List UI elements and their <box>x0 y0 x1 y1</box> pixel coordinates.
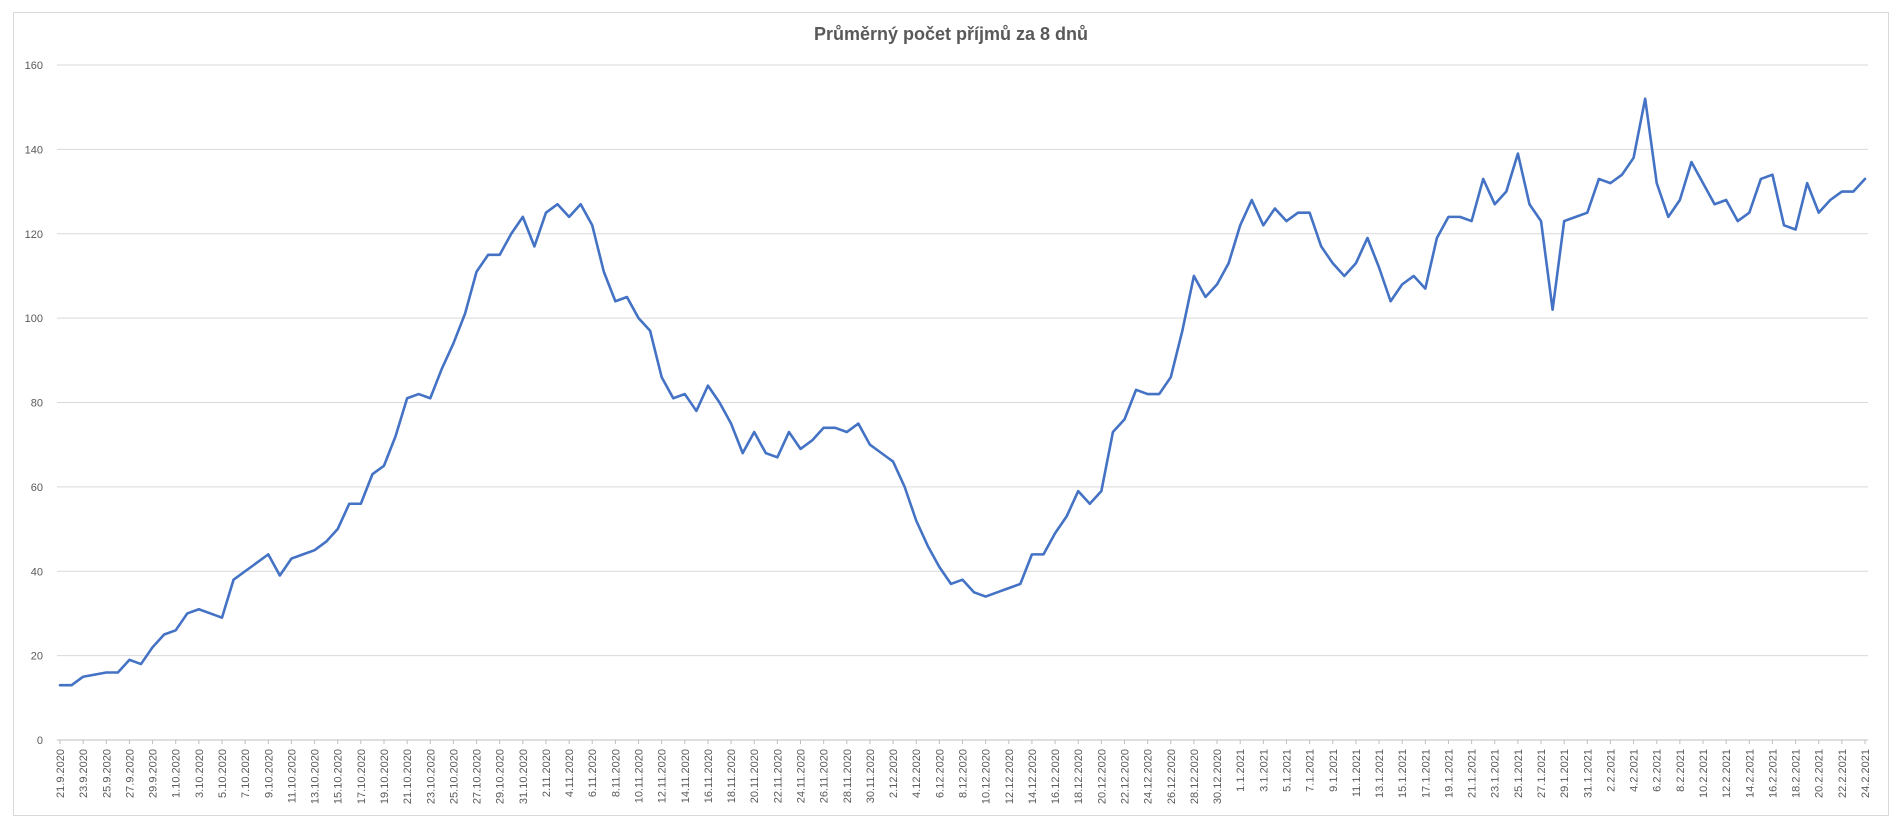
x-tick-label: 2.12.2020 <box>888 749 900 798</box>
x-tick-label: 19.1.2021 <box>1443 749 1455 798</box>
x-tick-label: 3.10.2020 <box>194 749 206 798</box>
x-tick-label: 25.9.2020 <box>101 749 113 798</box>
x-tick-label: 23.10.2020 <box>425 749 437 804</box>
x-tick-label: 26.11.2020 <box>819 749 831 803</box>
y-tick-label: 40 <box>31 566 43 578</box>
x-tick-label: 30.12.2020 <box>1212 749 1224 804</box>
x-tick-label: 6.2.2021 <box>1652 749 1664 792</box>
y-tick-label: 0 <box>37 735 43 747</box>
x-tick-label: 23.9.2020 <box>78 749 90 798</box>
x-tick-label: 11.1.2021 <box>1351 749 1363 797</box>
x-tick-label: 4.11.2020 <box>564 749 576 797</box>
x-tick-label: 28.11.2020 <box>842 749 854 803</box>
x-tick-label: 24.11.2020 <box>796 749 808 803</box>
x-tick-label: 5.10.2020 <box>217 749 229 798</box>
x-tick-label: 17.10.2020 <box>356 749 368 804</box>
x-tick-label: 13.1.2021 <box>1374 749 1386 798</box>
x-tick-label: 29.1.2021 <box>1559 749 1571 798</box>
x-tick-label: 8.11.2020 <box>610 749 622 797</box>
x-tick-label: 11.10.2020 <box>286 749 298 803</box>
chart-title: Průměrný počet příjmů za 8 dnů <box>813 24 1089 44</box>
x-tick-label: 9.10.2020 <box>263 749 275 798</box>
y-tick-label: 100 <box>25 313 43 325</box>
x-tick-label: 2.11.2020 <box>541 749 553 797</box>
x-tick-label: 20.2.2021 <box>1814 749 1826 798</box>
series-line <box>58 97 1867 687</box>
x-tick-label: 21.10.2020 <box>402 749 414 804</box>
x-tick-label: 3.1.2021 <box>1258 749 1270 792</box>
x-tick-label: 9.1.2021 <box>1328 749 1340 792</box>
chart-frame <box>13 12 1889 816</box>
x-tick-label: 18.2.2021 <box>1791 749 1803 798</box>
x-tick-label: 5.1.2021 <box>1281 749 1293 792</box>
x-tick-label: 22.2.2021 <box>1837 749 1849 798</box>
x-tick-label: 4.12.2020 <box>911 749 923 798</box>
x-tick-label: 10.2.2021 <box>1698 749 1710 798</box>
x-tick-label: 22.11.2020 <box>772 749 784 803</box>
x-tick-label: 29.9.2020 <box>148 749 160 798</box>
y-tick-label: 120 <box>25 229 43 241</box>
x-tick-label: 26.12.2020 <box>1166 749 1178 804</box>
x-tick-label: 27.9.2020 <box>124 749 136 798</box>
x-tick-label: 16.2.2021 <box>1767 749 1779 798</box>
x-tick-label: 16.11.2020 <box>703 749 715 803</box>
x-tick-label: 29.10.2020 <box>495 749 507 804</box>
x-tick-label: 20.11.2020 <box>749 749 761 803</box>
x-tick-label: 1.10.2020 <box>171 749 183 798</box>
x-tick-label: 7.10.2020 <box>240 749 252 798</box>
x-tick-label: 25.1.2021 <box>1513 749 1525 798</box>
y-tick-label: 140 <box>25 144 43 156</box>
x-tick-label: 16.12.2020 <box>1050 749 1062 804</box>
x-tick-label: 1.1.2021 <box>1235 749 1247 792</box>
x-tick-label: 17.1.2021 <box>1420 749 1432 798</box>
x-tick-label: 27.10.2020 <box>472 749 484 804</box>
x-tick-label: 8.2.2021 <box>1675 749 1687 792</box>
x-tick-label: 14.2.2021 <box>1744 749 1756 798</box>
x-tick-label: 27.1.2021 <box>1536 749 1548 798</box>
x-tick-label: 21.1.2021 <box>1467 749 1479 798</box>
x-tick-label: 24.2.2021 <box>1860 749 1872 798</box>
x-tick-label: 14.11.2020 <box>680 749 692 803</box>
x-tick-label: 18.11.2020 <box>726 749 738 803</box>
x-tick-label: 14.12.2020 <box>1027 749 1039 804</box>
x-tick-label: 10.11.2020 <box>634 749 646 803</box>
x-tick-label: 25.10.2020 <box>448 749 460 804</box>
y-tick-label: 60 <box>31 482 43 494</box>
x-tick-label: 2.2.2021 <box>1605 749 1617 792</box>
x-tick-label: 31.1.2021 <box>1582 749 1594 798</box>
x-tick-label: 21.9.2020 <box>55 749 67 798</box>
x-tick-label: 15.10.2020 <box>333 749 345 804</box>
x-tick-label: 12.11.2020 <box>657 749 669 803</box>
x-tick-label: 15.1.2021 <box>1397 749 1409 798</box>
x-tick-label: 13.10.2020 <box>310 749 322 804</box>
x-tick-label: 20.12.2020 <box>1096 749 1108 804</box>
x-tick-label: 6.12.2020 <box>934 749 946 798</box>
x-tick-label: 10.12.2020 <box>981 749 993 804</box>
x-tick-label: 30.11.2020 <box>865 749 877 803</box>
x-tick-label: 8.12.2020 <box>958 749 970 798</box>
x-tick-label: 18.12.2020 <box>1073 749 1085 804</box>
x-tick-label: 24.12.2020 <box>1143 749 1155 804</box>
x-tick-label: 12.2.2021 <box>1721 749 1733 798</box>
x-tick-label: 19.10.2020 <box>379 749 391 804</box>
x-tick-label: 12.12.2020 <box>1004 749 1016 804</box>
x-tick-label: 28.12.2020 <box>1189 749 1201 804</box>
x-tick-label: 23.1.2021 <box>1490 749 1502 798</box>
y-tick-label: 20 <box>31 651 43 663</box>
y-tick-label: 160 <box>25 60 43 72</box>
y-tick-label: 80 <box>31 398 43 410</box>
x-tick-label: 4.2.2021 <box>1629 749 1641 792</box>
x-tick-label: 22.12.2020 <box>1119 749 1131 804</box>
x-tick-label: 31.10.2020 <box>518 749 530 804</box>
x-tick-label: 7.1.2021 <box>1305 749 1317 792</box>
x-tick-label: 6.11.2020 <box>587 749 599 797</box>
